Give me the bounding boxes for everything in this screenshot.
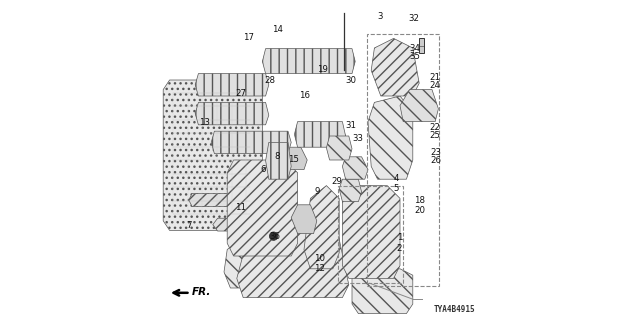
Polygon shape (195, 74, 269, 96)
Text: 24: 24 (429, 81, 440, 90)
Polygon shape (342, 186, 400, 278)
Text: 14: 14 (272, 25, 284, 34)
Text: 20: 20 (414, 206, 426, 215)
Text: 11: 11 (235, 203, 246, 212)
Polygon shape (237, 211, 349, 298)
Text: 21: 21 (429, 73, 440, 82)
Text: 31: 31 (346, 121, 357, 130)
Polygon shape (163, 80, 262, 230)
Text: 36: 36 (269, 232, 280, 241)
Text: 23: 23 (430, 148, 442, 157)
Polygon shape (291, 205, 317, 234)
Text: 22: 22 (429, 123, 440, 132)
Text: 29: 29 (332, 177, 342, 186)
Text: 9: 9 (315, 187, 320, 196)
Polygon shape (266, 142, 291, 179)
Polygon shape (368, 96, 413, 179)
Text: 8: 8 (274, 152, 280, 161)
Polygon shape (285, 147, 307, 170)
Text: 16: 16 (299, 91, 310, 100)
Text: 2: 2 (397, 244, 402, 253)
Text: 26: 26 (430, 156, 442, 165)
Text: 13: 13 (198, 118, 210, 127)
Text: 34: 34 (410, 44, 421, 53)
Text: 32: 32 (408, 14, 419, 23)
Text: 30: 30 (346, 76, 357, 85)
Text: 33: 33 (352, 134, 364, 143)
Polygon shape (326, 136, 352, 160)
Text: 4: 4 (393, 174, 399, 183)
Text: 3: 3 (378, 12, 383, 20)
Text: 25: 25 (429, 131, 440, 140)
Text: 1: 1 (397, 233, 402, 242)
Polygon shape (352, 269, 413, 314)
Polygon shape (342, 157, 368, 179)
Text: 6: 6 (260, 165, 266, 174)
Polygon shape (189, 194, 262, 206)
Text: 12: 12 (314, 264, 325, 273)
Polygon shape (304, 186, 339, 269)
Polygon shape (262, 49, 355, 74)
Text: 35: 35 (410, 52, 421, 61)
Bar (367, 34, 440, 286)
Circle shape (269, 232, 278, 240)
Text: 7: 7 (187, 221, 192, 230)
Polygon shape (339, 179, 362, 202)
Text: 10: 10 (314, 254, 325, 263)
Polygon shape (224, 234, 272, 288)
Text: 17: 17 (243, 33, 255, 42)
Polygon shape (211, 131, 291, 154)
Text: 15: 15 (288, 155, 300, 164)
Polygon shape (212, 218, 268, 231)
Text: TYA4B4915: TYA4B4915 (433, 305, 475, 314)
Text: 5: 5 (393, 184, 399, 193)
Polygon shape (195, 102, 269, 125)
Polygon shape (227, 160, 298, 256)
Polygon shape (400, 90, 438, 122)
Text: FR.: FR. (192, 287, 211, 297)
Polygon shape (294, 122, 346, 147)
Polygon shape (371, 38, 419, 96)
Bar (338, 186, 403, 283)
Bar (419, 38, 424, 53)
Text: 27: 27 (235, 89, 246, 98)
Text: 28: 28 (264, 76, 275, 85)
Text: 19: 19 (317, 65, 328, 74)
Text: 18: 18 (414, 196, 426, 205)
